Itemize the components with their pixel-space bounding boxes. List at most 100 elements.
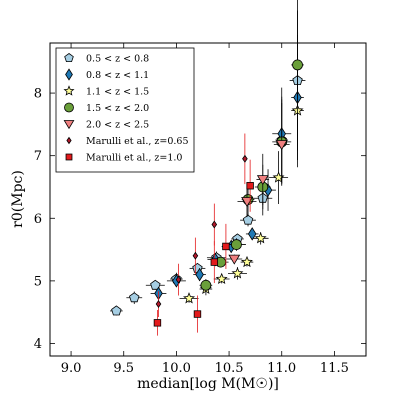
data-point — [212, 256, 229, 268]
x-tick-label: 11.0 — [267, 361, 296, 376]
legend-label: 0.8 < z < 1.1 — [86, 70, 149, 81]
legend-entry: 1.5 < z < 2.0 — [64, 102, 149, 114]
point-marker — [272, 171, 285, 183]
data-point — [291, 0, 304, 143]
point-marker — [242, 154, 248, 163]
point-marker — [254, 232, 267, 244]
legend-label: 1.5 < z < 2.0 — [86, 103, 149, 114]
point-marker — [256, 175, 269, 186]
legend-marker — [64, 53, 74, 62]
y-tick-label: 7 — [34, 149, 42, 164]
legend-entry: 1.1 < z < 1.5 — [63, 85, 149, 98]
legend-label: 2.0 < z < 2.5 — [86, 120, 149, 131]
legend: 0.5 < z < 0.8 0.8 < z < 1.1 1.1 < z < 1.5 1… — [55, 47, 195, 173]
legend-label: 1.1 < z < 1.5 — [86, 87, 149, 98]
axis-ticks: 9.0 9.5 10.0 10.5 11.0 11.5 4 5 6 7 8 — [34, 43, 366, 376]
data-point — [155, 291, 162, 318]
point-marker — [155, 300, 162, 308]
data-point — [245, 227, 259, 241]
data-point — [228, 267, 247, 280]
y-tick-label: 5 — [34, 274, 42, 289]
x-axis-label: median[log M(M☉)] — [137, 376, 279, 392]
point-marker — [111, 305, 122, 316]
legend-entry: Marulli et al., z=0.65 — [66, 136, 189, 147]
data-point — [246, 159, 254, 212]
data-point — [240, 213, 256, 227]
data-point — [237, 185, 257, 218]
data-point — [226, 254, 243, 265]
point-marker — [247, 227, 257, 241]
point-marker — [228, 254, 241, 265]
legend-entry: 0.5 < z < 0.8 — [64, 53, 149, 65]
point-marker — [129, 292, 140, 303]
x-tick-label: 9.5 — [113, 361, 134, 376]
data-point — [210, 241, 219, 284]
point-marker — [195, 267, 204, 282]
point-marker — [215, 272, 228, 285]
point-marker — [192, 251, 199, 260]
legend-marker — [63, 85, 75, 96]
point-marker — [193, 310, 202, 318]
data-point — [153, 310, 162, 336]
legend-marker — [64, 102, 74, 113]
y-tick-label: 8 — [34, 87, 42, 102]
legend-box — [55, 47, 195, 173]
data-point — [226, 238, 246, 251]
y-tick-label: 4 — [34, 337, 42, 352]
point-marker — [175, 275, 182, 284]
point-marker — [231, 239, 242, 250]
point-marker — [211, 220, 218, 229]
point-marker — [240, 255, 253, 268]
point-marker — [292, 59, 303, 71]
x-tick-label: 11.5 — [320, 361, 349, 376]
legend-label: 0.5 < z < 0.8 — [86, 54, 149, 65]
legend-label: Marulli et al., z=0.65 — [86, 136, 189, 147]
data-point — [211, 203, 218, 246]
data-point — [256, 153, 270, 206]
y-axis-label: r0(Mpc) — [10, 170, 26, 228]
data-point — [222, 223, 230, 270]
legend-entry: 2.0 < z < 2.5 — [63, 120, 149, 131]
point-marker — [153, 319, 162, 327]
legend-entry: Marulli et al., z=1.0 — [65, 153, 182, 164]
legend-label: Marulli et al., z=1.0 — [86, 153, 182, 164]
data-point — [110, 305, 123, 316]
data-point — [193, 267, 206, 282]
data-point — [175, 263, 182, 296]
data-point — [273, 103, 290, 186]
data-point — [179, 292, 199, 304]
y-tick-label: 6 — [34, 212, 42, 227]
legend-entry: 0.8 < z < 1.1 — [65, 68, 149, 81]
data-point — [126, 291, 143, 305]
point-marker — [242, 214, 254, 225]
data-point — [242, 133, 248, 185]
legend-marker — [63, 120, 75, 130]
point-marker — [231, 267, 244, 279]
data-marks — [110, 0, 306, 336]
data-point — [252, 232, 269, 245]
plot-frame — [49, 42, 367, 357]
point-marker — [210, 258, 219, 266]
data-point — [192, 237, 199, 275]
data-point — [193, 295, 202, 333]
point-marker — [200, 279, 212, 291]
point-marker — [246, 182, 254, 190]
point-marker — [275, 140, 288, 151]
legend-marker — [66, 136, 72, 145]
data-point — [145, 279, 165, 290]
legend-marker — [65, 68, 73, 81]
x-tick-label: 10.5 — [215, 361, 244, 376]
x-tick-label: 10.0 — [162, 361, 191, 376]
x-tick-label: 9.0 — [61, 361, 82, 376]
point-marker — [222, 242, 230, 251]
point-marker — [241, 197, 253, 208]
data-point — [240, 255, 254, 268]
legend-marker — [65, 153, 73, 161]
data-point — [199, 279, 213, 292]
data-point — [269, 151, 289, 205]
data-point — [166, 274, 186, 288]
data-point — [213, 272, 230, 285]
point-marker — [150, 279, 161, 290]
point-marker — [183, 292, 196, 304]
